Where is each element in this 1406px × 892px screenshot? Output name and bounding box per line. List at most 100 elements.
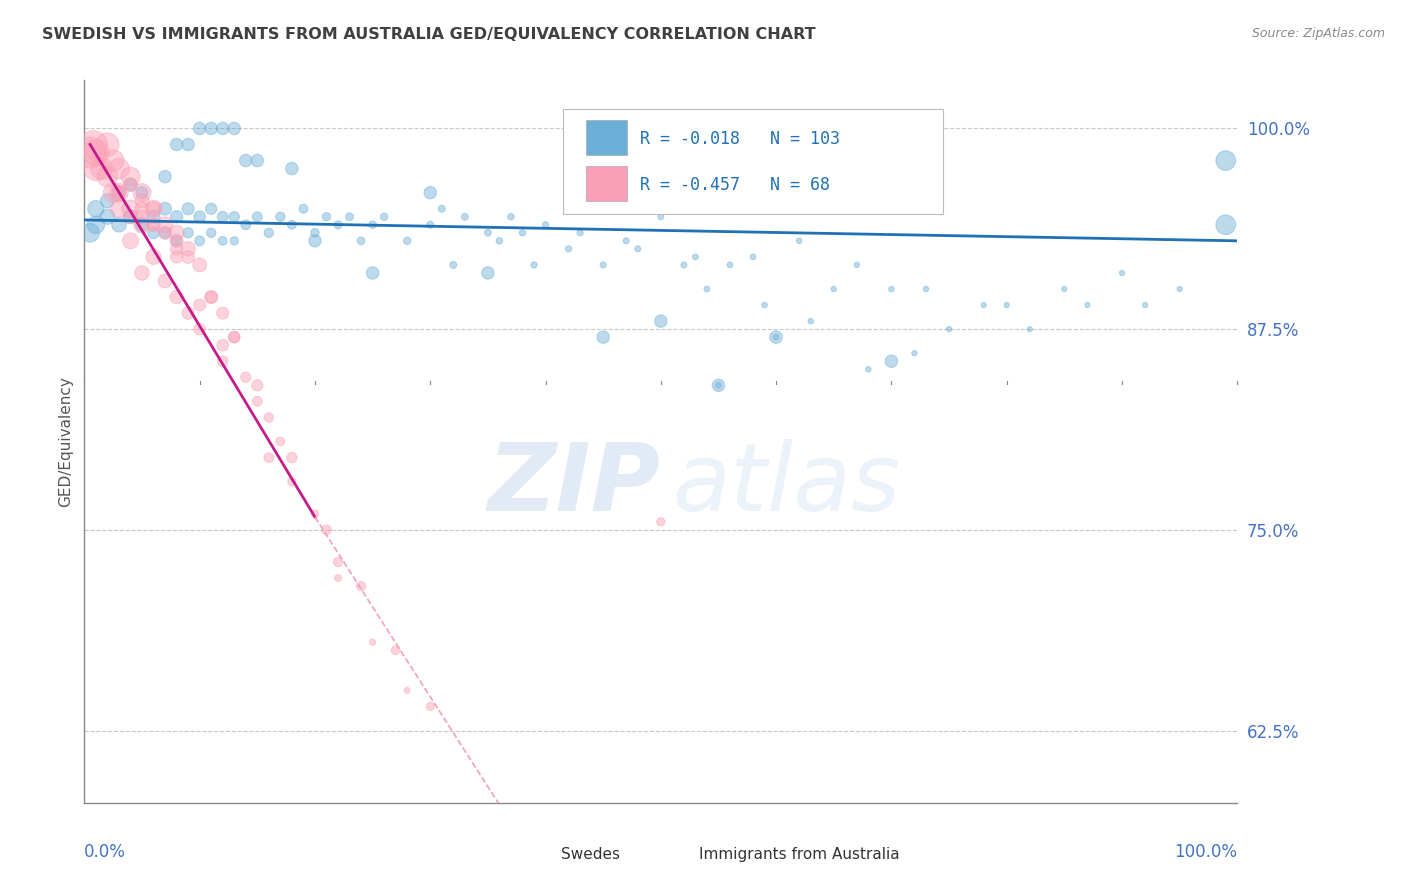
Point <box>224 234 246 248</box>
Point <box>627 242 650 256</box>
Text: R = -0.018   N = 103: R = -0.018 N = 103 <box>640 130 839 148</box>
Point <box>477 266 499 280</box>
Text: Source: ZipAtlas.com: Source: ZipAtlas.com <box>1251 27 1385 40</box>
Point <box>800 314 823 328</box>
Point <box>108 202 131 216</box>
Point <box>211 306 233 320</box>
Point <box>339 210 361 224</box>
Point <box>1111 266 1133 280</box>
Point <box>419 218 441 232</box>
Point <box>84 218 107 232</box>
Point <box>108 186 131 200</box>
Point <box>131 186 153 200</box>
Point <box>1215 218 1237 232</box>
Point <box>880 282 903 296</box>
Point <box>188 234 211 248</box>
Point <box>108 161 131 176</box>
Point <box>685 250 707 264</box>
Point <box>200 121 222 136</box>
Point <box>177 242 200 256</box>
Point <box>1053 282 1076 296</box>
Point <box>153 226 176 240</box>
Point <box>269 434 291 449</box>
Point <box>79 145 101 160</box>
Point <box>787 234 810 248</box>
Point <box>96 169 118 184</box>
Point <box>614 234 637 248</box>
Point <box>1076 298 1098 312</box>
Point <box>707 378 730 392</box>
Point <box>1133 298 1156 312</box>
Point <box>177 306 200 320</box>
Point <box>650 314 672 328</box>
Point <box>166 250 188 264</box>
Point <box>419 186 441 200</box>
Point <box>142 250 165 264</box>
Text: 0.0%: 0.0% <box>84 843 127 861</box>
Bar <box>666 844 692 865</box>
Point <box>257 410 280 425</box>
Point <box>396 683 419 698</box>
Text: ZIP: ZIP <box>488 439 661 531</box>
Point <box>153 169 176 184</box>
Point <box>84 202 107 216</box>
Point <box>120 169 142 184</box>
Point <box>224 121 246 136</box>
Point <box>142 202 165 216</box>
Point <box>326 218 349 232</box>
Point <box>281 450 304 465</box>
Point <box>765 330 787 344</box>
Point <box>235 370 257 384</box>
Point <box>823 282 845 296</box>
Text: atlas: atlas <box>672 440 901 531</box>
Point <box>880 354 903 368</box>
Point <box>188 258 211 272</box>
Point <box>166 242 188 256</box>
Point <box>153 218 176 232</box>
Point <box>246 153 269 168</box>
Point <box>224 330 246 344</box>
Point <box>224 330 246 344</box>
Point <box>246 394 269 409</box>
Point <box>200 290 222 304</box>
Point <box>269 210 291 224</box>
Point <box>79 226 101 240</box>
Point <box>499 210 522 224</box>
Bar <box>586 166 627 201</box>
Point <box>534 218 557 232</box>
Point <box>361 266 384 280</box>
Point <box>569 226 592 240</box>
Point <box>361 635 384 649</box>
Point <box>84 145 107 160</box>
Point <box>903 346 925 360</box>
Point <box>973 298 995 312</box>
Point <box>224 210 246 224</box>
Point <box>304 234 326 248</box>
Point <box>200 290 222 304</box>
Point <box>488 234 510 248</box>
Point <box>142 202 165 216</box>
FancyBboxPatch shape <box>562 109 943 214</box>
Point <box>166 234 188 248</box>
Point <box>131 218 153 232</box>
Point <box>754 298 776 312</box>
Point <box>257 450 280 465</box>
Point <box>177 137 200 152</box>
Point <box>396 234 419 248</box>
Point <box>108 186 131 200</box>
Point <box>177 202 200 216</box>
Point <box>166 137 188 152</box>
Point <box>142 218 165 232</box>
Point <box>419 699 441 714</box>
Point <box>281 475 304 489</box>
Point <box>166 234 188 248</box>
Point <box>281 218 304 232</box>
Point <box>90 161 112 176</box>
Point <box>200 202 222 216</box>
Point <box>1215 153 1237 168</box>
Point <box>166 290 188 304</box>
Point <box>211 338 233 352</box>
Point <box>142 226 165 240</box>
Point <box>120 210 142 224</box>
Point <box>523 258 546 272</box>
